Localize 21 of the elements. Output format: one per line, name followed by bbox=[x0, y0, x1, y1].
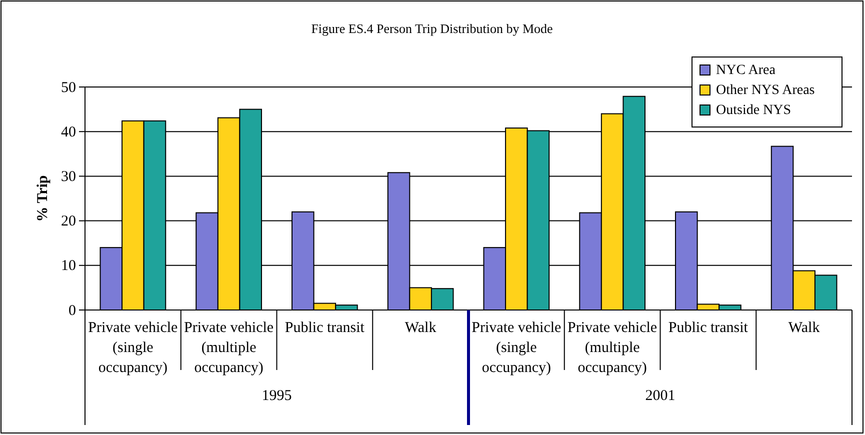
text: 2001 bbox=[645, 388, 676, 404]
x-tick-label: Private vehicle (single occupancy) bbox=[88, 320, 178, 376]
y-tick-label: 40 bbox=[61, 124, 76, 140]
legend-label: Outside NYS bbox=[716, 103, 792, 118]
y-tick-label: 30 bbox=[61, 169, 76, 185]
x-tick-label: Private vehicle (multiple occupancy) bbox=[568, 320, 658, 376]
text: 1995 bbox=[262, 388, 292, 404]
x-tick-label: Walk bbox=[788, 320, 820, 336]
legend-label: NYC Area bbox=[716, 63, 776, 78]
y-tick-label: 10 bbox=[61, 258, 76, 274]
x-tick-label: Private vehicle (single occupancy) bbox=[472, 320, 562, 376]
y-tick-label: 20 bbox=[61, 214, 76, 230]
y-tick-label: 50 bbox=[61, 80, 76, 96]
x-tick-label: Walk bbox=[404, 320, 437, 336]
x-tick-label: Public transit bbox=[284, 320, 366, 336]
x-tick-label: Public transit bbox=[668, 320, 749, 336]
chart-title: Figure ES.4 Person Trip Distribution by Mode bbox=[311, 21, 554, 36]
legend-label: Other NYS Areas bbox=[716, 83, 815, 98]
y-tick-label: 0 bbox=[68, 302, 76, 319]
y-axis-title: % Trip bbox=[35, 175, 51, 222]
x-tick-label: Private vehicle (multiple occupancy) bbox=[184, 320, 274, 376]
